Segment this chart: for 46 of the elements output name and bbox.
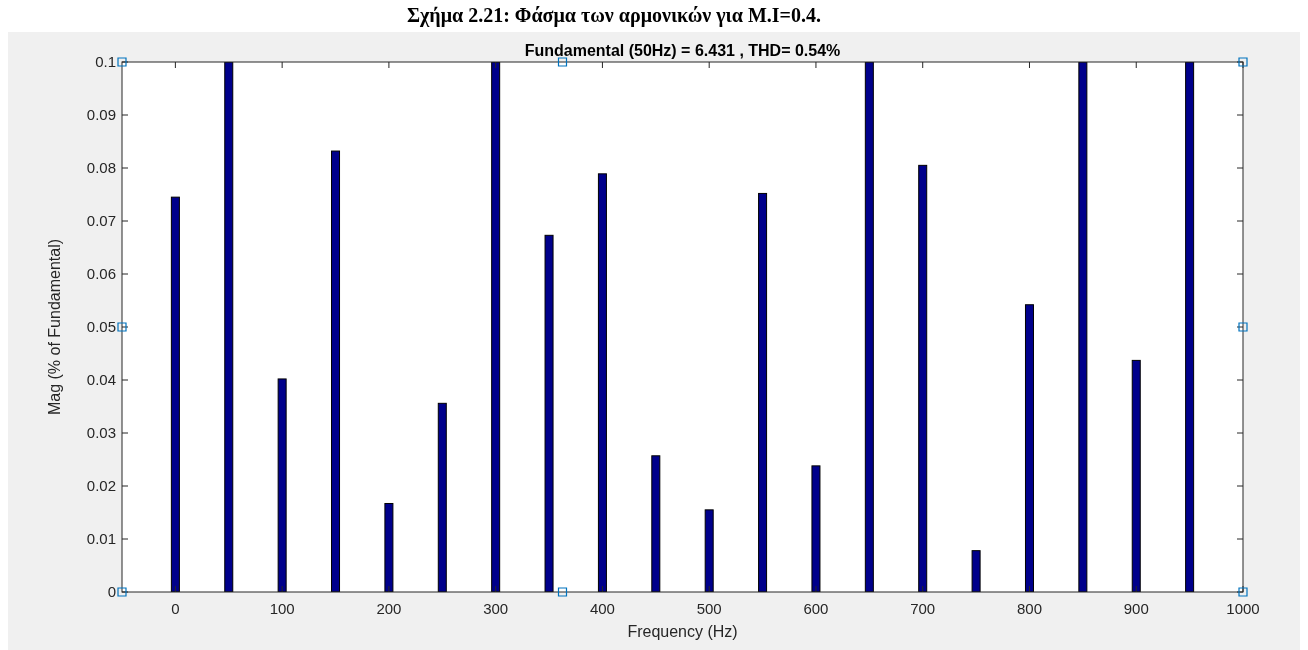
x-tick-label: 1000 <box>1226 600 1260 617</box>
y-tick-label: 0.06 <box>86 265 116 282</box>
x-tick-label: 800 <box>1016 600 1042 617</box>
bar <box>811 465 821 592</box>
bar <box>1185 62 1195 592</box>
bar <box>544 234 554 592</box>
x-tick-label: 400 <box>589 600 615 617</box>
x-tick-label: 500 <box>696 600 722 617</box>
y-tick-label: 0.05 <box>86 318 116 335</box>
bar <box>1024 304 1034 592</box>
y-tick-label: 0.1 <box>95 53 116 70</box>
x-tick-label: 100 <box>269 600 295 617</box>
y-tick-label: 0.08 <box>86 159 116 176</box>
bar <box>918 164 928 592</box>
bar <box>331 150 341 592</box>
x-axis-title: Frequency (Hz) <box>627 623 738 640</box>
bar <box>1078 62 1088 592</box>
text: Σχήμα 2.21: Φάσμα των αρμονικών για M.I=0.4. <box>407 4 821 27</box>
bar <box>491 62 501 592</box>
chart-title: Fundamental (50Hz) = 6.431 , THD= 0.54% <box>524 42 841 59</box>
bar <box>437 402 447 592</box>
y-tick-label: 0.09 <box>86 106 116 123</box>
bar <box>971 550 981 592</box>
x-tick-label: 200 <box>376 600 402 617</box>
x-tick-label: 300 <box>483 600 509 617</box>
y-tick-label: 0.02 <box>86 477 116 494</box>
bar <box>1131 359 1141 592</box>
bar <box>277 378 287 592</box>
x-tick-label: 700 <box>910 600 936 617</box>
y-tick-label: 0.01 <box>86 530 116 547</box>
bar <box>651 455 661 592</box>
y-axis-title: Mag (% of Fundamental) <box>46 238 63 416</box>
bar <box>704 509 714 592</box>
x-tick-label: 900 <box>1123 600 1149 617</box>
y-tick-label: 0 <box>107 583 116 600</box>
bar <box>597 173 607 592</box>
bar <box>864 62 874 592</box>
bar <box>170 196 180 592</box>
bar <box>384 502 394 592</box>
bar <box>758 192 768 592</box>
y-tick-label: 0.04 <box>86 371 116 388</box>
bar <box>224 62 234 592</box>
y-tick-label: 0.07 <box>86 212 116 229</box>
y-tick-label: 0.03 <box>86 424 116 441</box>
x-tick-label: 600 <box>803 600 829 617</box>
x-tick-label: 0 <box>171 600 180 617</box>
